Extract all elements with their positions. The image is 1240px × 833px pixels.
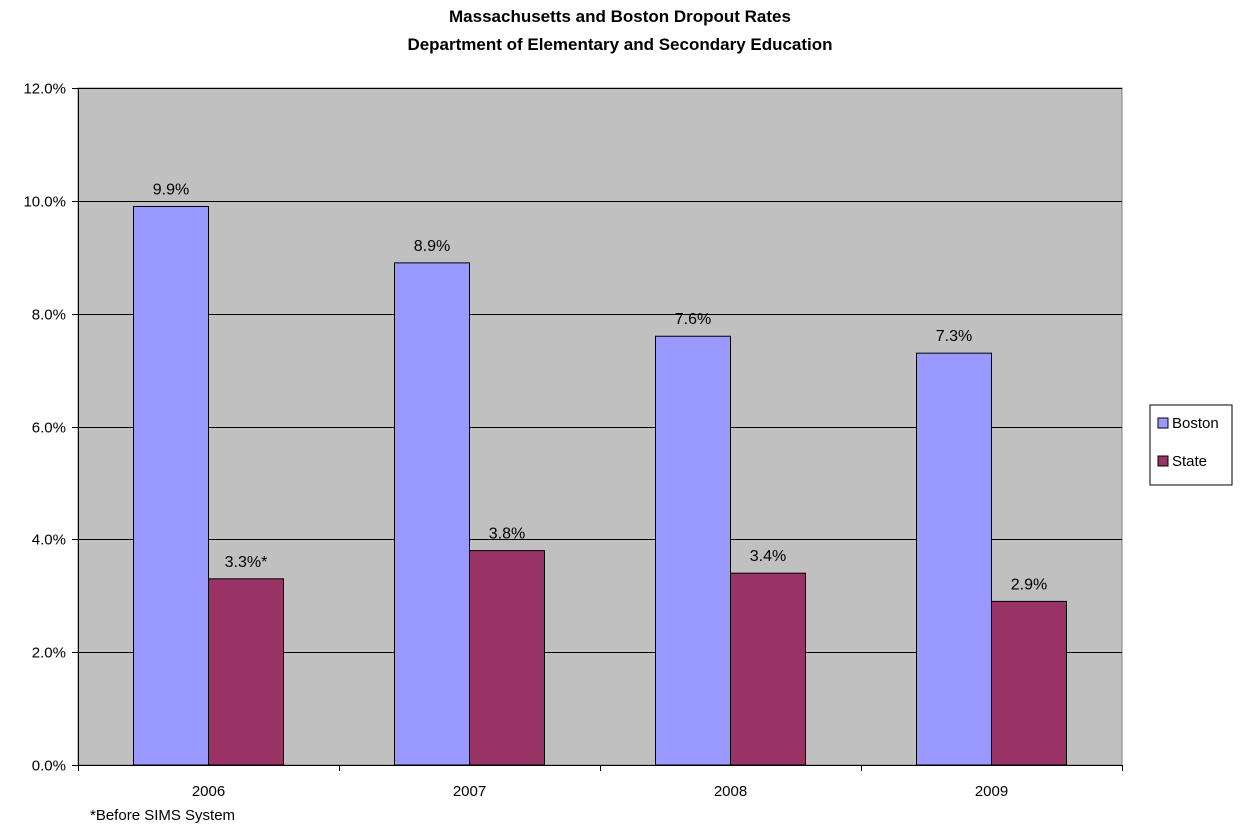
data-label-state-2009: 2.9% — [1011, 576, 1047, 593]
bar-boston-2009 — [916, 352, 992, 766]
legend-label-boston: Boston — [1172, 415, 1219, 432]
data-label-boston-2008: 7.6% — [675, 311, 711, 328]
y-tick-label: 0.0% — [32, 758, 66, 775]
data-label-boston-2009: 7.3% — [936, 328, 972, 345]
chart-title: Massachusetts and Boston Dropout Rates — [449, 7, 791, 26]
data-label-boston-2007: 8.9% — [414, 238, 450, 255]
y-tick-label: 12.0% — [23, 81, 66, 98]
y-tick-label: 8.0% — [32, 307, 66, 324]
legend-swatch-boston — [1157, 417, 1169, 429]
data-label-boston-2006: 9.9% — [153, 181, 189, 198]
plot-area: 0.0% 2.0% 4.0% 6.0% 8.0% 10.0% 12.0% 9.9% 3.3%* 2… — [23, 81, 1123, 800]
bar-boston-2006 — [133, 205, 209, 766]
x-tick-label: 2007 — [453, 783, 486, 800]
bar-boston-2007 — [394, 262, 470, 766]
bar-state-2008 — [730, 572, 806, 766]
y-tick-label: 2.0% — [32, 645, 66, 662]
footnote: *Before SIMS System — [90, 807, 235, 824]
chart-subtitle: Department of Elementary and Secondary E… — [407, 35, 832, 54]
legend-swatch-state — [1157, 455, 1169, 467]
data-label-state-2007: 3.8% — [489, 526, 525, 543]
legend: Boston State — [1149, 404, 1233, 486]
legend-label-state: State — [1172, 453, 1207, 470]
bar-state-2006 — [208, 578, 284, 766]
y-tick-label: 10.0% — [23, 194, 66, 211]
x-tick-label: 2006 — [192, 783, 225, 800]
y-tick-label: 4.0% — [32, 532, 66, 549]
bar-state-2007 — [469, 550, 545, 766]
data-label-state-2006: 3.3%* — [225, 554, 268, 571]
y-tick-label: 6.0% — [32, 420, 66, 437]
bar-boston-2008 — [655, 335, 731, 766]
data-label-state-2008: 3.4% — [750, 548, 786, 565]
x-tick-label: 2008 — [714, 783, 747, 800]
bar-state-2009 — [991, 600, 1067, 766]
x-tick-label: 2009 — [975, 783, 1008, 800]
